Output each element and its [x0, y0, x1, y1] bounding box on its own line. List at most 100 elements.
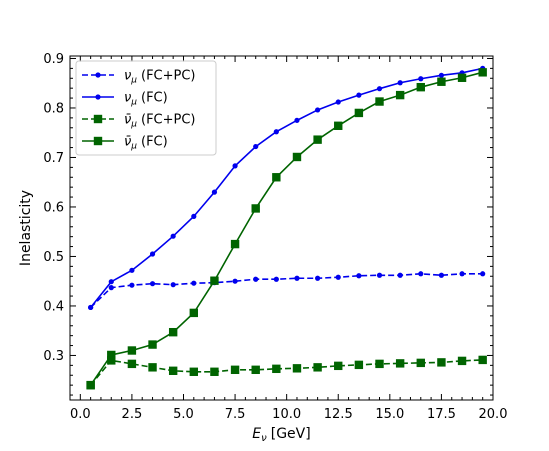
x-tick-label: 12.5: [324, 407, 353, 422]
data-point: [170, 282, 176, 288]
x-axis-label: Eν [GeV]: [252, 426, 310, 444]
data-point: [292, 364, 302, 373]
data-point: [127, 359, 137, 369]
data-point: [232, 278, 238, 284]
data-point: [418, 76, 424, 82]
data-point: [356, 92, 362, 98]
data-point: [168, 366, 178, 375]
legend-entry: νμ (FC): [82, 91, 168, 108]
data-point: [478, 355, 487, 365]
data-point: [108, 285, 114, 291]
data-point: [88, 304, 94, 311]
data-point: [416, 358, 425, 368]
data-point: [272, 173, 281, 182]
legend-swatch-marker: [93, 114, 103, 124]
legend: νμ (FC+PC) νμ (FC) ν̄μ (FC+PC) ν̄μ (FC): [75, 60, 217, 156]
legend-label: νμ (FC): [124, 91, 168, 108]
data-point: [416, 82, 425, 92]
data-point: [315, 107, 321, 113]
legend-entry: ν̄μ (FC): [82, 135, 168, 152]
series-line: [90, 272, 483, 309]
x-tick-label: 10.0: [272, 407, 301, 422]
data-point: [375, 97, 384, 106]
series-3: [86, 355, 487, 390]
data-point: [148, 363, 157, 372]
data-point: [395, 359, 405, 368]
y-tick-label: 0.5: [43, 250, 64, 265]
data-point: [108, 279, 114, 285]
y-tick-label: 0.8: [43, 101, 64, 116]
series-2: [88, 65, 486, 311]
data-point: [335, 274, 341, 280]
y-tick-label: 0.9: [43, 52, 64, 67]
data-point: [438, 72, 445, 78]
data-point: [230, 239, 240, 249]
data-point: [397, 272, 403, 278]
data-point: [313, 363, 322, 372]
plot-layer: [86, 65, 487, 390]
x-tick-label: 2.5: [122, 407, 143, 422]
data-point: [457, 356, 467, 366]
data-point: [148, 340, 157, 349]
axis-ticks: 0.0 2.5 5.0 7.5 10.0 12.5 15.0 17.5 20.0 0.3 0.4 0.…: [43, 52, 507, 422]
data-point: [211, 189, 218, 195]
data-point: [418, 271, 424, 277]
data-point: [191, 280, 197, 286]
legend-swatch-marker: [95, 94, 101, 100]
data-point: [168, 327, 178, 337]
series-1: [88, 271, 486, 311]
legend-entry: ν̄μ (FC+PC): [82, 113, 196, 130]
data-point: [294, 117, 300, 123]
data-point: [457, 73, 467, 82]
x-axis-label-main: E: [252, 426, 261, 442]
data-point: [354, 108, 364, 118]
data-point: [334, 361, 343, 371]
data-point: [251, 365, 260, 375]
data-point: [459, 271, 465, 277]
data-point: [354, 360, 364, 370]
data-point: [86, 380, 95, 390]
y-tick-label: 0.3: [43, 349, 64, 364]
legend-entry: νμ (FC+PC): [82, 69, 196, 86]
data-point: [253, 276, 259, 282]
data-point: [191, 213, 197, 219]
data-point: [376, 272, 383, 278]
data-point: [334, 121, 343, 130]
y-tick-label: 0.4: [43, 299, 64, 314]
data-point: [210, 367, 219, 376]
data-point: [480, 271, 486, 277]
data-point: [129, 282, 135, 288]
data-point: [335, 99, 341, 105]
series-line: [90, 67, 483, 308]
data-point: [129, 267, 135, 273]
data-point: [356, 273, 362, 279]
data-point: [272, 364, 281, 374]
x-tick-label: 5.0: [173, 407, 194, 422]
data-point: [313, 135, 322, 144]
data-point: [189, 367, 199, 376]
data-point: [294, 275, 300, 281]
data-point: [437, 358, 446, 367]
legend-label: νμ (FC+PC): [124, 69, 196, 86]
y-axis-label: Inelasticity: [18, 190, 34, 266]
data-point: [478, 68, 487, 77]
y-tick-label: 0.6: [43, 200, 64, 215]
data-point: [210, 276, 219, 285]
data-point: [273, 276, 279, 282]
x-axis-label-unit: [GeV]: [271, 426, 311, 442]
data-point: [232, 163, 238, 169]
y-tick-label: 0.7: [43, 151, 64, 166]
legend-label: ν̄μ (FC): [124, 135, 168, 152]
data-point: [107, 356, 116, 365]
data-point: [375, 359, 384, 369]
series-4: [86, 68, 487, 390]
data-point: [253, 143, 259, 150]
data-point: [438, 272, 445, 278]
plot-frame: [69, 55, 494, 401]
legend-label: ν̄μ (FC+PC): [124, 113, 196, 130]
data-point: [149, 251, 156, 257]
data-point: [127, 346, 137, 355]
data-point: [107, 350, 116, 360]
data-point: [230, 365, 240, 375]
